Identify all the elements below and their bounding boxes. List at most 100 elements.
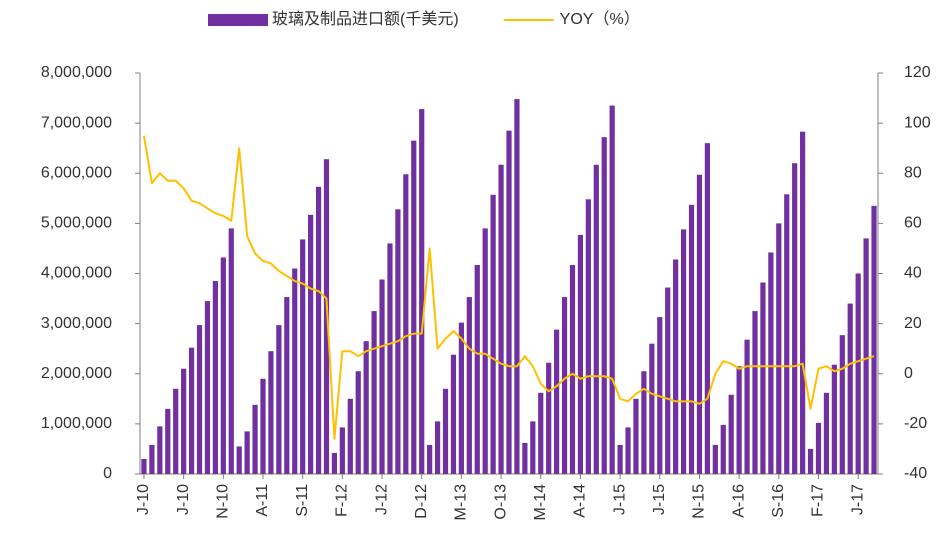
y-tick-label: 1,000,000 bbox=[41, 415, 112, 432]
x-tick-label: J-15 bbox=[651, 484, 668, 515]
bar bbox=[220, 257, 226, 474]
bar bbox=[419, 109, 425, 474]
y-tick-label: 2,000,000 bbox=[41, 365, 112, 382]
bar bbox=[871, 205, 877, 475]
bar bbox=[490, 194, 496, 474]
bar bbox=[696, 174, 703, 474]
bar bbox=[625, 427, 631, 474]
x-tick-label: A-11 bbox=[254, 484, 271, 517]
bar bbox=[577, 234, 584, 474]
bar bbox=[434, 421, 441, 474]
bar bbox=[855, 273, 861, 474]
bar bbox=[506, 130, 512, 475]
bar bbox=[800, 131, 806, 475]
legend-label: 玻璃及制品进口额(千美元) bbox=[272, 10, 459, 28]
bar bbox=[744, 339, 750, 474]
line bbox=[142, 135, 875, 440]
bar bbox=[268, 351, 274, 474]
y2-tick-label: -20 bbox=[904, 415, 927, 432]
bar bbox=[538, 392, 544, 474]
bar bbox=[704, 143, 710, 475]
bar bbox=[760, 282, 766, 474]
y2-tick-label: -40 bbox=[904, 465, 927, 482]
bar bbox=[680, 229, 687, 474]
bar bbox=[347, 398, 353, 474]
y-tick-label: 6,000,000 bbox=[41, 164, 112, 181]
bar bbox=[792, 163, 798, 474]
bar bbox=[522, 442, 528, 474]
bar bbox=[498, 164, 504, 474]
bar bbox=[228, 228, 234, 474]
x-tick-label: N-15 bbox=[691, 484, 708, 519]
y-tick-label: 7,000,000 bbox=[41, 114, 112, 131]
bar bbox=[323, 159, 330, 474]
bar bbox=[673, 259, 679, 474]
bar bbox=[807, 448, 814, 474]
y2-tick-label: 100 bbox=[904, 114, 931, 131]
bar bbox=[474, 264, 480, 474]
bar bbox=[839, 335, 845, 474]
y2-tick-label: 20 bbox=[904, 315, 922, 332]
x-tick-label: O-13 bbox=[492, 484, 509, 520]
bar bbox=[712, 444, 718, 474]
y-tick-label: 3,000,000 bbox=[41, 315, 112, 332]
bar bbox=[379, 279, 385, 474]
x-tick-label: S-16 bbox=[770, 484, 787, 518]
legend-label: YOY（%） bbox=[560, 10, 640, 28]
bar bbox=[585, 199, 591, 474]
x-tick-label: A-14 bbox=[572, 484, 589, 518]
bar bbox=[276, 325, 282, 474]
y2-tick-label: 60 bbox=[904, 215, 922, 232]
bar bbox=[427, 444, 433, 474]
bar bbox=[292, 268, 298, 474]
bar bbox=[315, 186, 322, 474]
x-tick-label: F-12 bbox=[334, 484, 351, 517]
bar bbox=[442, 388, 449, 474]
bar bbox=[561, 297, 568, 474]
bar bbox=[823, 392, 830, 474]
bar bbox=[776, 223, 782, 474]
y2-tick-label: 40 bbox=[904, 265, 922, 282]
bar bbox=[815, 422, 822, 474]
bar bbox=[601, 137, 607, 474]
bar bbox=[260, 378, 266, 474]
bar bbox=[363, 341, 369, 474]
bar bbox=[196, 325, 203, 474]
y2-tick-label: 80 bbox=[904, 164, 922, 181]
bar bbox=[688, 204, 695, 475]
bar bbox=[371, 311, 377, 474]
bar bbox=[530, 421, 536, 474]
x-tick-label: J-10 bbox=[135, 484, 152, 515]
bar bbox=[165, 408, 171, 474]
x-tick-label: F-17 bbox=[810, 484, 827, 517]
x-tick-label: D-12 bbox=[413, 484, 430, 519]
bar bbox=[665, 287, 671, 474]
bar bbox=[387, 243, 393, 474]
bar bbox=[784, 194, 790, 475]
bar bbox=[157, 426, 163, 474]
bar bbox=[554, 329, 560, 474]
bar bbox=[339, 427, 345, 474]
bar bbox=[181, 368, 187, 474]
bar bbox=[450, 354, 457, 474]
bar bbox=[331, 452, 338, 474]
y2-tick-label: 120 bbox=[904, 64, 931, 81]
bar bbox=[768, 252, 774, 474]
bar bbox=[458, 322, 464, 474]
x-tick-label: J-17 bbox=[849, 484, 866, 515]
x-tick-label: J-15 bbox=[611, 484, 628, 515]
bar bbox=[212, 281, 218, 474]
bar bbox=[847, 303, 853, 474]
bar bbox=[609, 105, 615, 475]
legend-swatch bbox=[208, 14, 268, 26]
y-tick-label: 5,000,000 bbox=[41, 215, 112, 232]
bar bbox=[831, 364, 837, 474]
bar bbox=[752, 311, 758, 474]
bar bbox=[728, 394, 734, 474]
bar bbox=[403, 174, 409, 474]
x-tick-label: N-10 bbox=[215, 484, 232, 519]
bar bbox=[720, 424, 726, 474]
y-tick-label: 0 bbox=[103, 465, 112, 482]
bar bbox=[569, 264, 576, 474]
x-tick-label: S-11 bbox=[294, 484, 311, 517]
